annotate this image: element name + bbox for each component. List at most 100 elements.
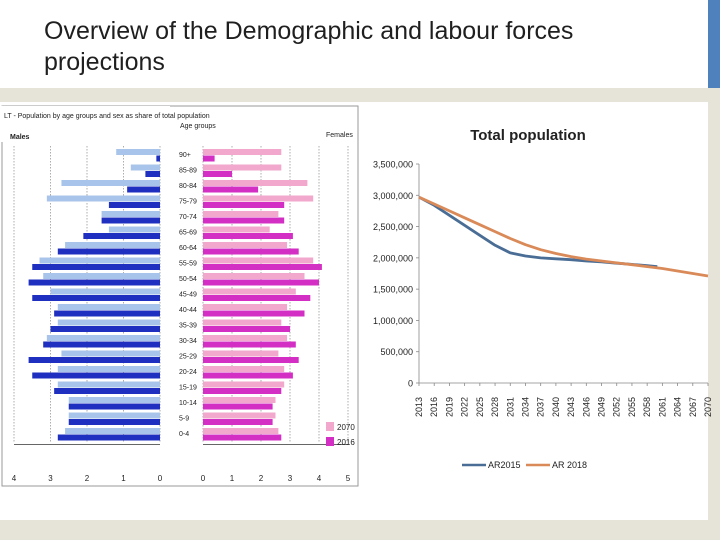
y-tick-label: 2,500,000 — [373, 222, 413, 232]
bar-females-2016 — [203, 295, 311, 301]
bar-males-2016 — [54, 310, 160, 317]
females-tick-label: 4 — [317, 474, 322, 483]
x-axis: 2013 2016 2019 2022 2025 2028 2031 2034 2037 2040… — [414, 382, 713, 417]
bar-males-2016 — [32, 295, 160, 301]
line-legend: AR2015 AR 2018 — [462, 460, 587, 470]
legend-label-2070: 2070 — [337, 423, 355, 432]
bar-females-2016 — [203, 372, 293, 379]
line-chart-title: Total population — [470, 127, 586, 144]
age-group-label: 15-19 — [179, 385, 197, 392]
x-tick-label: 2019 — [444, 397, 454, 417]
x-tick-label: 2028 — [490, 397, 500, 417]
bar-males-2070 — [130, 164, 160, 171]
females-tick-label: 5 — [346, 474, 351, 483]
bar-males-2016 — [108, 202, 160, 208]
x-tick-label: 2034 — [520, 397, 530, 417]
bar-females-2016 — [203, 357, 299, 363]
males-label: Males — [10, 134, 30, 141]
bar-females-2070 — [203, 195, 314, 202]
age-group-label: 5-9 — [179, 416, 189, 423]
x-tick-label: 2022 — [460, 397, 470, 417]
age-group-labels: 90+ 85-89 80-84 75-79 70-74 65-69 60-64 55-59 50… — [179, 152, 197, 438]
bar-females-2016 — [203, 341, 296, 348]
x-tick-label: 2058 — [642, 397, 652, 417]
bar-females-2016 — [203, 310, 305, 317]
bar-males-2070 — [46, 335, 160, 341]
age-group-label: 25-29 — [179, 354, 197, 361]
bar-females-2070 — [203, 257, 314, 264]
bar-females-2016 — [203, 434, 282, 441]
slide-title: Overview of the Demographic and labour f… — [44, 17, 574, 76]
bar-males-2016 — [83, 233, 160, 239]
age-group-label: 0-4 — [179, 431, 189, 438]
bar-females-2070 — [203, 381, 285, 388]
bar-females-2016 — [203, 202, 285, 208]
y-tick-label: 500,000 — [380, 347, 413, 357]
y-tick-label: 2,000,000 — [373, 253, 413, 263]
x-tick-label: 2055 — [627, 397, 637, 417]
age-group-label: 75-79 — [179, 199, 197, 206]
age-groups-label: Age groups — [180, 123, 216, 130]
bar-females-2070 — [203, 288, 296, 295]
bar-females-2016 — [203, 264, 322, 270]
bar-females-2016 — [203, 388, 282, 394]
bar-females-2016 — [203, 233, 293, 239]
bar-females-2016 — [203, 171, 232, 177]
bar-females-2070 — [203, 180, 308, 186]
females-tick-label: 2 — [259, 474, 264, 483]
bar-males-2016 — [68, 403, 160, 410]
bar-males-2016 — [156, 155, 160, 162]
bar-males-2016 — [145, 171, 160, 177]
bar-males-2070 — [39, 257, 160, 264]
legend-label-0: AR2015 — [488, 460, 521, 470]
bar-males-2070 — [108, 226, 160, 233]
x-tick-label: 2016 — [429, 397, 439, 417]
footer-strip — [0, 520, 720, 540]
bar-males-2070 — [57, 366, 160, 372]
bar-males-2070 — [116, 149, 160, 155]
y-tick-label: 3,000,000 — [373, 191, 413, 201]
bar-females-2070 — [203, 164, 282, 171]
y-tick-label: 0 — [408, 379, 413, 389]
age-group-label: 45-49 — [179, 292, 197, 299]
x-tick-label: 2061 — [657, 397, 667, 417]
bar-males-2016 — [54, 388, 160, 394]
age-group-label: 60-64 — [179, 245, 197, 252]
bar-females-2070 — [203, 412, 276, 419]
bar-males-2016 — [28, 357, 160, 363]
bar-females-2070 — [203, 350, 279, 357]
legend-swatch-2016 — [326, 437, 334, 446]
x-tick-label: 2067 — [688, 397, 698, 417]
males-tick-label: 1 — [121, 474, 126, 483]
age-group-label: 85-89 — [179, 168, 197, 175]
side-strip — [708, 102, 720, 520]
title-bar — [0, 0, 720, 88]
bar-males-2070 — [46, 195, 160, 202]
bar-males-2070 — [50, 288, 160, 295]
bar-males-2016 — [57, 248, 160, 255]
x-tick-label: 2025 — [475, 397, 485, 417]
series-line-ar2015 — [418, 195, 658, 268]
age-group-label: 30-34 — [179, 338, 197, 345]
y-tick-label: 3,500,000 — [373, 160, 413, 170]
bar-males-2016 — [68, 419, 160, 425]
divider-strip — [0, 88, 720, 102]
age-group-label: 65-69 — [179, 230, 197, 237]
series-lines — [418, 195, 709, 278]
bar-females-2016 — [203, 403, 273, 410]
bar-males-2070 — [61, 180, 161, 186]
x-tick-label: 2064 — [673, 397, 683, 417]
bar-females-2070 — [203, 304, 288, 310]
females-label: Females — [326, 132, 353, 139]
x-tick-label: 2040 — [551, 397, 561, 417]
age-group-label: 80-84 — [179, 183, 197, 190]
pyramid-x-axes: 4 3 2 1 0 0 1 2 3 4 5 — [12, 444, 351, 483]
bar-males-2016 — [127, 186, 160, 193]
bar-females-2070 — [203, 335, 288, 341]
x-tick-label: 2070 — [703, 397, 713, 417]
bar-males-2016 — [57, 434, 160, 441]
x-tick-label: 2046 — [581, 397, 591, 417]
y-axis: 0 500,000 1,000,000 1,500,000 2,000,000 2,500… — [373, 160, 420, 389]
y-tick-label: 1,500,000 — [373, 285, 413, 295]
